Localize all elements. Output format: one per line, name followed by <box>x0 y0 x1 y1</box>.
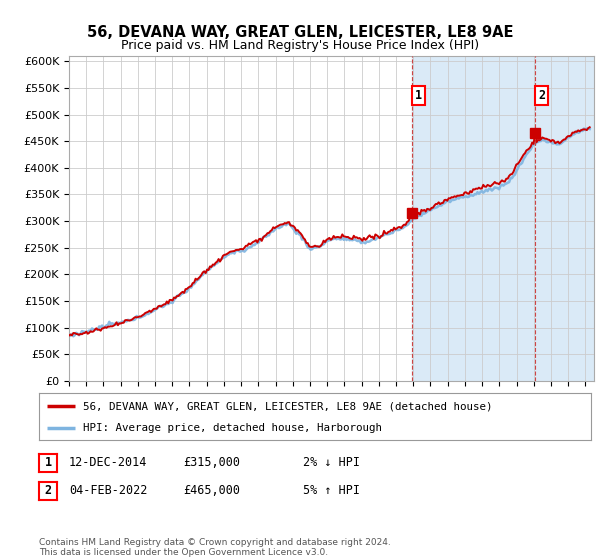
Text: Contains HM Land Registry data © Crown copyright and database right 2024.
This d: Contains HM Land Registry data © Crown c… <box>39 538 391 557</box>
Text: 56, DEVANA WAY, GREAT GLEN, LEICESTER, LE8 9AE: 56, DEVANA WAY, GREAT GLEN, LEICESTER, L… <box>87 25 513 40</box>
Text: £465,000: £465,000 <box>183 483 240 497</box>
Bar <box>412 56 594 381</box>
Text: £315,000: £315,000 <box>183 455 240 469</box>
Text: 12-DEC-2014: 12-DEC-2014 <box>69 455 148 469</box>
Text: 56, DEVANA WAY, GREAT GLEN, LEICESTER, LE8 9AE (detached house): 56, DEVANA WAY, GREAT GLEN, LEICESTER, L… <box>83 401 493 411</box>
Text: 2: 2 <box>44 484 52 497</box>
Text: 2% ↓ HPI: 2% ↓ HPI <box>303 455 360 469</box>
Text: Price paid vs. HM Land Registry's House Price Index (HPI): Price paid vs. HM Land Registry's House … <box>121 39 479 52</box>
Text: 5% ↑ HPI: 5% ↑ HPI <box>303 483 360 497</box>
Text: 1: 1 <box>415 88 422 101</box>
Text: 1: 1 <box>44 456 52 469</box>
Text: HPI: Average price, detached house, Harborough: HPI: Average price, detached house, Harb… <box>83 422 382 432</box>
Text: 04-FEB-2022: 04-FEB-2022 <box>69 483 148 497</box>
Text: 2: 2 <box>538 88 545 101</box>
